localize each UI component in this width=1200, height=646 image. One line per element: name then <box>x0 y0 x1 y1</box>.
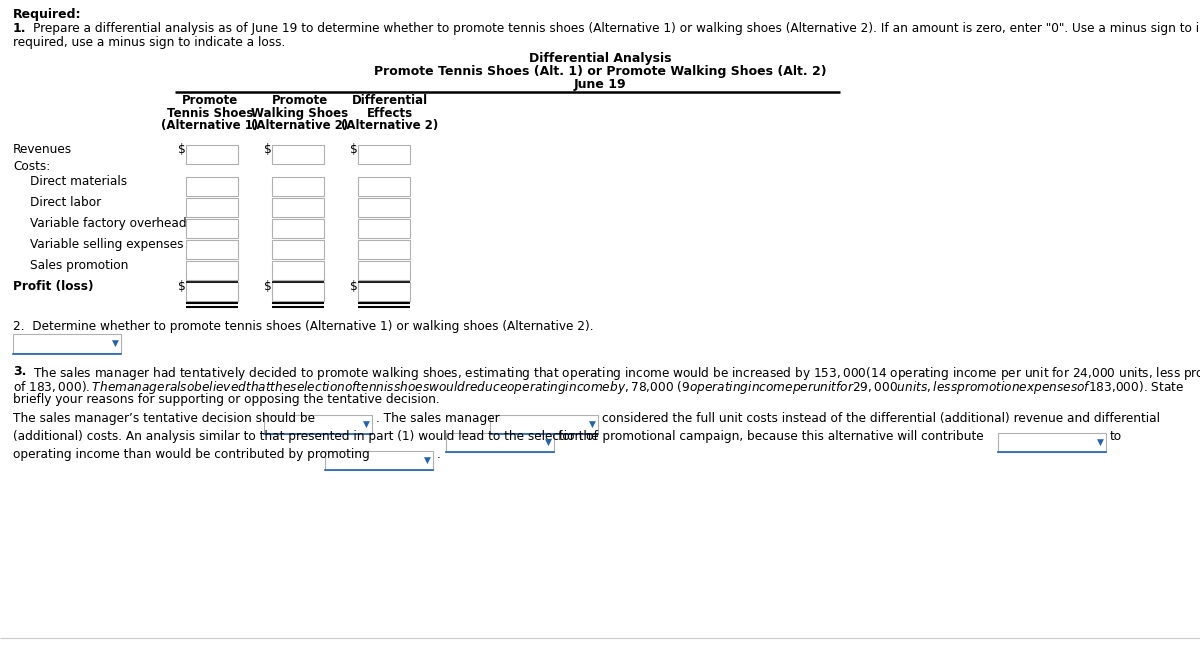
FancyBboxPatch shape <box>358 145 410 164</box>
Text: $: $ <box>178 143 186 156</box>
Text: June 19: June 19 <box>574 78 626 91</box>
Text: Variable factory overhead: Variable factory overhead <box>30 217 187 230</box>
Text: Direct labor: Direct labor <box>30 196 101 209</box>
FancyBboxPatch shape <box>186 240 238 259</box>
FancyBboxPatch shape <box>358 282 410 301</box>
Text: ▼: ▼ <box>1097 438 1104 447</box>
Text: 1.: 1. <box>13 22 26 35</box>
Text: Profit (loss): Profit (loss) <box>13 280 94 293</box>
FancyBboxPatch shape <box>325 451 433 470</box>
Text: Sales promotion: Sales promotion <box>30 259 128 272</box>
Text: . The sales manager: . The sales manager <box>376 412 499 425</box>
FancyBboxPatch shape <box>490 415 598 434</box>
FancyBboxPatch shape <box>272 282 324 301</box>
FancyBboxPatch shape <box>272 198 324 217</box>
Text: 3.: 3. <box>13 365 26 378</box>
Text: $: $ <box>264 143 271 156</box>
Text: Prepare a differential analysis as of June 19 to determine whether to promote te: Prepare a differential analysis as of Ju… <box>34 22 1200 35</box>
Text: operating income than would be contributed by promoting: operating income than would be contribut… <box>13 448 370 461</box>
FancyBboxPatch shape <box>358 198 410 217</box>
FancyBboxPatch shape <box>186 219 238 238</box>
FancyBboxPatch shape <box>272 145 324 164</box>
Text: of $183,000). The manager also believed that the selection of tennis shoes would: of $183,000). The manager also believed … <box>13 379 1184 396</box>
Text: Tennis Shoes: Tennis Shoes <box>167 107 253 120</box>
Text: Effects: Effects <box>367 107 413 120</box>
FancyBboxPatch shape <box>186 261 238 280</box>
Text: Promote Tennis Shoes (Alt. 1) or Promote Walking Shoes (Alt. 2): Promote Tennis Shoes (Alt. 1) or Promote… <box>373 65 827 78</box>
Text: (Alternative 2): (Alternative 2) <box>341 119 439 132</box>
FancyBboxPatch shape <box>446 433 554 452</box>
Text: Promote: Promote <box>182 94 238 107</box>
Text: briefly your reasons for supporting or opposing the tentative decision.: briefly your reasons for supporting or o… <box>13 393 439 406</box>
FancyBboxPatch shape <box>358 219 410 238</box>
Text: Direct materials: Direct materials <box>30 175 127 188</box>
FancyBboxPatch shape <box>13 334 121 353</box>
Text: $: $ <box>264 280 271 293</box>
Text: Variable selling expenses: Variable selling expenses <box>30 238 184 251</box>
FancyBboxPatch shape <box>998 433 1106 452</box>
Text: required, use a minus sign to indicate a loss.: required, use a minus sign to indicate a… <box>13 36 286 49</box>
Text: ▼: ▼ <box>112 339 119 348</box>
Text: Differential Analysis: Differential Analysis <box>529 52 671 65</box>
Text: (Alternative 2): (Alternative 2) <box>251 119 349 132</box>
Text: to: to <box>1110 430 1122 443</box>
Text: Promote: Promote <box>272 94 328 107</box>
Text: ▼: ▼ <box>362 420 370 429</box>
Text: Costs:: Costs: <box>13 160 50 173</box>
FancyBboxPatch shape <box>358 240 410 259</box>
FancyBboxPatch shape <box>186 282 238 301</box>
Text: considered the full unit costs instead of the differential (additional) revenue : considered the full unit costs instead o… <box>602 412 1160 425</box>
FancyBboxPatch shape <box>272 177 324 196</box>
Text: $: $ <box>178 280 186 293</box>
Text: Required:: Required: <box>13 8 82 21</box>
FancyBboxPatch shape <box>272 261 324 280</box>
Text: $: $ <box>350 143 358 156</box>
Text: (Alternative 1): (Alternative 1) <box>161 119 259 132</box>
FancyBboxPatch shape <box>186 145 238 164</box>
Text: Revenues: Revenues <box>13 143 72 156</box>
FancyBboxPatch shape <box>186 177 238 196</box>
Text: The sales manager had tentatively decided to promote walking shoes, estimating t: The sales manager had tentatively decide… <box>34 365 1200 382</box>
Text: Differential: Differential <box>352 94 428 107</box>
FancyBboxPatch shape <box>186 198 238 217</box>
FancyBboxPatch shape <box>272 240 324 259</box>
Text: $: $ <box>350 280 358 293</box>
Text: ▼: ▼ <box>545 438 552 447</box>
Text: ▼: ▼ <box>588 420 595 429</box>
Text: (additional) costs. An analysis similar to that presented in part (1) would lead: (additional) costs. An analysis similar … <box>13 430 598 443</box>
FancyBboxPatch shape <box>264 415 372 434</box>
Text: 2.  Determine whether to promote tennis shoes (Alternative 1) or walking shoes (: 2. Determine whether to promote tennis s… <box>13 320 594 333</box>
FancyBboxPatch shape <box>272 219 324 238</box>
Text: The sales manager’s tentative decision should be: The sales manager’s tentative decision s… <box>13 412 314 425</box>
Text: Walking Shoes: Walking Shoes <box>252 107 348 120</box>
Text: for the promotional campaign, because this alternative will contribute: for the promotional campaign, because th… <box>558 430 984 443</box>
FancyBboxPatch shape <box>358 177 410 196</box>
FancyBboxPatch shape <box>358 261 410 280</box>
Text: ▼: ▼ <box>424 456 431 465</box>
Text: .: . <box>437 448 440 461</box>
